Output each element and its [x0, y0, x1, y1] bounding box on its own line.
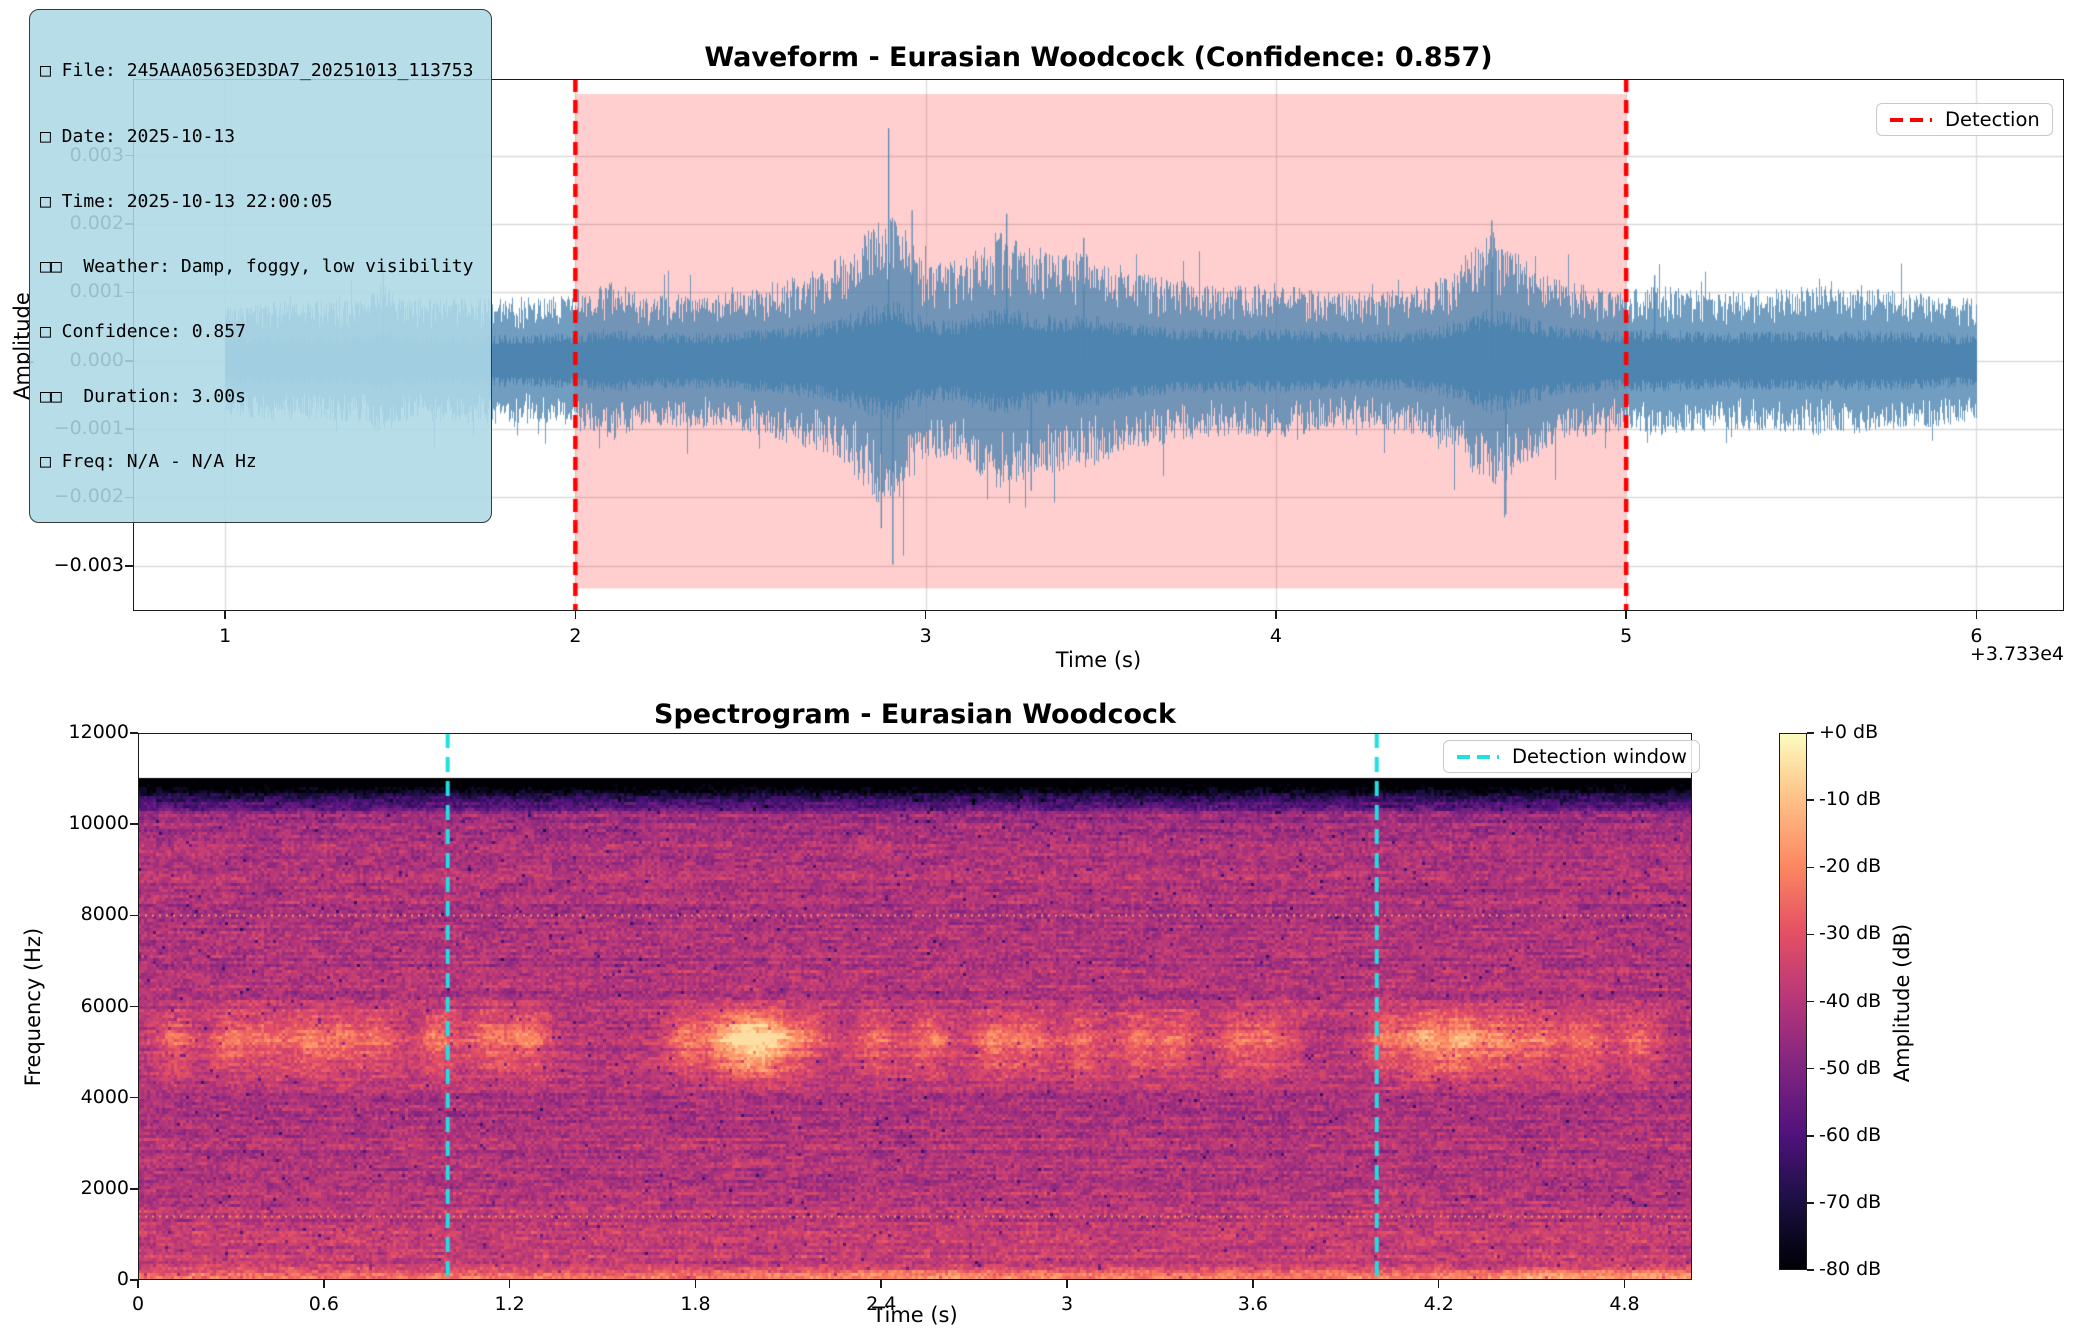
spectrogram-x-tick-label: 0	[131, 1293, 145, 1315]
spectrogram-x-tick-label: 2.4	[866, 1293, 897, 1315]
spectrogram-y-tickmark	[130, 914, 138, 917]
waveform-xlabel: Time (s)	[1055, 648, 1142, 672]
colorbar-tickmark	[1807, 1067, 1814, 1070]
waveform-x-tickmark	[1625, 611, 1627, 619]
info-duration-line: □□ Duration: 3.00s	[40, 385, 246, 407]
spectrogram-y-tick-label: 8000	[80, 903, 129, 926]
colorbar-tick-label: +0 dB	[1819, 721, 1879, 743]
spectrogram-legend: Detection window	[1443, 740, 1700, 773]
spectrogram-y-tickmark	[130, 732, 138, 734]
spectrogram-x-tick-label: 4.8	[1609, 1293, 1640, 1315]
colorbar-tick-label: -50 dB	[1819, 1056, 1882, 1079]
spectrogram-x-tick-label: 3.6	[1237, 1293, 1268, 1315]
spectrogram-x-tickmark	[323, 1280, 325, 1288]
waveform-y-tickmark	[125, 565, 133, 567]
spectrogram-x-tickmark	[137, 1280, 139, 1288]
spectrogram-y-tick-label: 4000	[80, 1085, 129, 1108]
spectrogram-x-tick-label: 0.6	[308, 1293, 339, 1315]
waveform-x-tickmark	[1275, 611, 1277, 619]
waveform-x-tickmark	[1975, 611, 1978, 619]
colorbar-tickmark	[1807, 1000, 1814, 1003]
waveform-x-tickmark	[574, 611, 577, 619]
colorbar-tick-label: -20 dB	[1819, 855, 1882, 878]
info-confidence-line: □ Confidence: 0.857	[40, 320, 246, 342]
waveform-y-tick-label: −0.003	[53, 553, 124, 576]
waveform-x-tick-label: 6	[1970, 625, 1983, 647]
spectrogram-x-tickmark	[880, 1280, 883, 1288]
spectrogram-y-tickmark	[130, 823, 138, 825]
colorbar-tick-label: -70 dB	[1819, 1190, 1882, 1213]
waveform-x-tick-label: 3	[919, 625, 932, 647]
waveform-x-tick-label: 4	[1269, 625, 1282, 647]
spectrogram-xlabel: Time (s)	[872, 1303, 958, 1327]
colorbar-tickmark	[1807, 799, 1814, 801]
colorbar-tickmark	[1807, 933, 1814, 936]
info-date-line: □ Date: 2025-10-13	[40, 125, 236, 147]
spectrogram-x-tickmark	[1437, 1280, 1440, 1288]
spectrogram-x-tickmark	[694, 1280, 697, 1288]
colorbar-tick-label: -60 dB	[1819, 1123, 1882, 1146]
waveform-x-tick-label: 5	[1620, 625, 1633, 647]
waveform-x-tickmark	[224, 611, 226, 619]
spectrogram-y-tick-label: 0	[116, 1268, 129, 1290]
spectrogram-y-tickmark	[130, 1005, 138, 1008]
detection-dash-sample	[1890, 117, 1932, 122]
waveform-x-tick-label: 2	[569, 625, 582, 647]
info-freq-line: □ Freq: N/A - N/A Hz	[40, 451, 257, 473]
waveform-title: Waveform - Eurasian Woodcock (Confidence…	[704, 42, 1493, 73]
colorbar-tick-label: -40 dB	[1819, 989, 1882, 1012]
colorbar-canvas	[1779, 733, 1807, 1270]
colorbar-tickmark	[1807, 866, 1814, 868]
spectrogram-x-tickmark	[1252, 1280, 1254, 1288]
spectrogram-x-tickmark	[1066, 1280, 1068, 1288]
spectrogram-y-tick-label: 12000	[68, 721, 129, 743]
spectrogram-y-tickmark	[130, 1096, 138, 1099]
colorbar-tickmark	[1807, 1135, 1814, 1137]
info-weather-line: □□ Weather: Damp, foggy, low visibility	[40, 255, 474, 277]
colorbar-tick-label: -10 dB	[1819, 788, 1882, 811]
spectrogram-x-tickmark	[1623, 1280, 1626, 1288]
spectrogram-x-tick-label: 1.2	[494, 1293, 525, 1315]
spectrogram-y-tick-label: 2000	[80, 1176, 129, 1199]
spectrogram-x-tickmark	[508, 1280, 511, 1288]
detection-info-box: □ File: 245AAA0563ED3DA7_20251013_113753…	[29, 9, 492, 524]
spectrogram-plot-canvas	[138, 733, 1692, 1280]
spectrogram-x-tick-label: 3	[1061, 1293, 1074, 1315]
detection-window-dash-sample	[1457, 754, 1499, 759]
colorbar-tickmark	[1807, 1202, 1814, 1204]
spectrogram-y-tickmark	[130, 1279, 138, 1281]
spectrogram-y-tickmark	[130, 1188, 138, 1190]
colorbar-tickmark	[1807, 1269, 1814, 1271]
waveform-legend-label: Detection	[1945, 108, 2040, 131]
spectrogram-x-tick-label: 4.2	[1423, 1293, 1454, 1315]
colorbar-tickmark	[1807, 732, 1814, 734]
spectrogram-y-tick-label: 10000	[68, 812, 129, 835]
waveform-x-tick-label: 1	[219, 625, 232, 647]
colorbar-tick-label: -80 dB	[1819, 1258, 1882, 1280]
info-time-line: □ Time: 2025-10-13 22:00:05	[40, 190, 333, 212]
spectrogram-legend-label: Detection window	[1512, 745, 1687, 768]
waveform-legend: Detection	[1876, 103, 2053, 136]
spectrogram-x-tick-label: 1.8	[680, 1293, 711, 1315]
colorbar-tick-label: -30 dB	[1819, 922, 1882, 945]
info-file-line: □ File: 245AAA0563ED3DA7_20251013_113753	[40, 60, 474, 82]
spectrogram-y-tick-label: 6000	[80, 994, 129, 1017]
waveform-x-tickmark	[924, 611, 927, 619]
waveform-axis-offset-text: +3.733e4	[1969, 643, 2064, 665]
spectrogram-title: Spectrogram - Eurasian Woodcock	[654, 699, 1176, 730]
